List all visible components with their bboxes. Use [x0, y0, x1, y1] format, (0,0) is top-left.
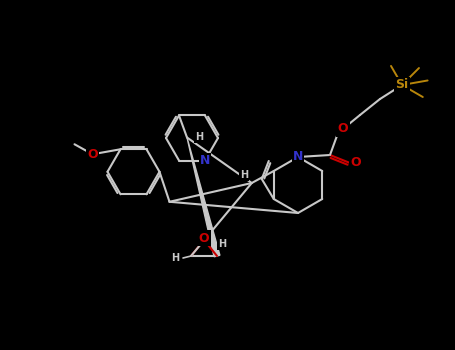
Text: N: N	[200, 154, 210, 167]
Text: H: H	[240, 170, 248, 180]
Text: O: O	[338, 122, 349, 135]
Text: O: O	[87, 148, 98, 161]
Text: Si: Si	[395, 78, 409, 91]
Text: H: H	[195, 133, 203, 142]
Text: H: H	[218, 239, 226, 249]
Polygon shape	[187, 138, 220, 257]
Text: O: O	[199, 231, 209, 245]
Text: H: H	[171, 253, 179, 263]
Text: O: O	[351, 156, 361, 169]
Text: N: N	[293, 150, 303, 163]
